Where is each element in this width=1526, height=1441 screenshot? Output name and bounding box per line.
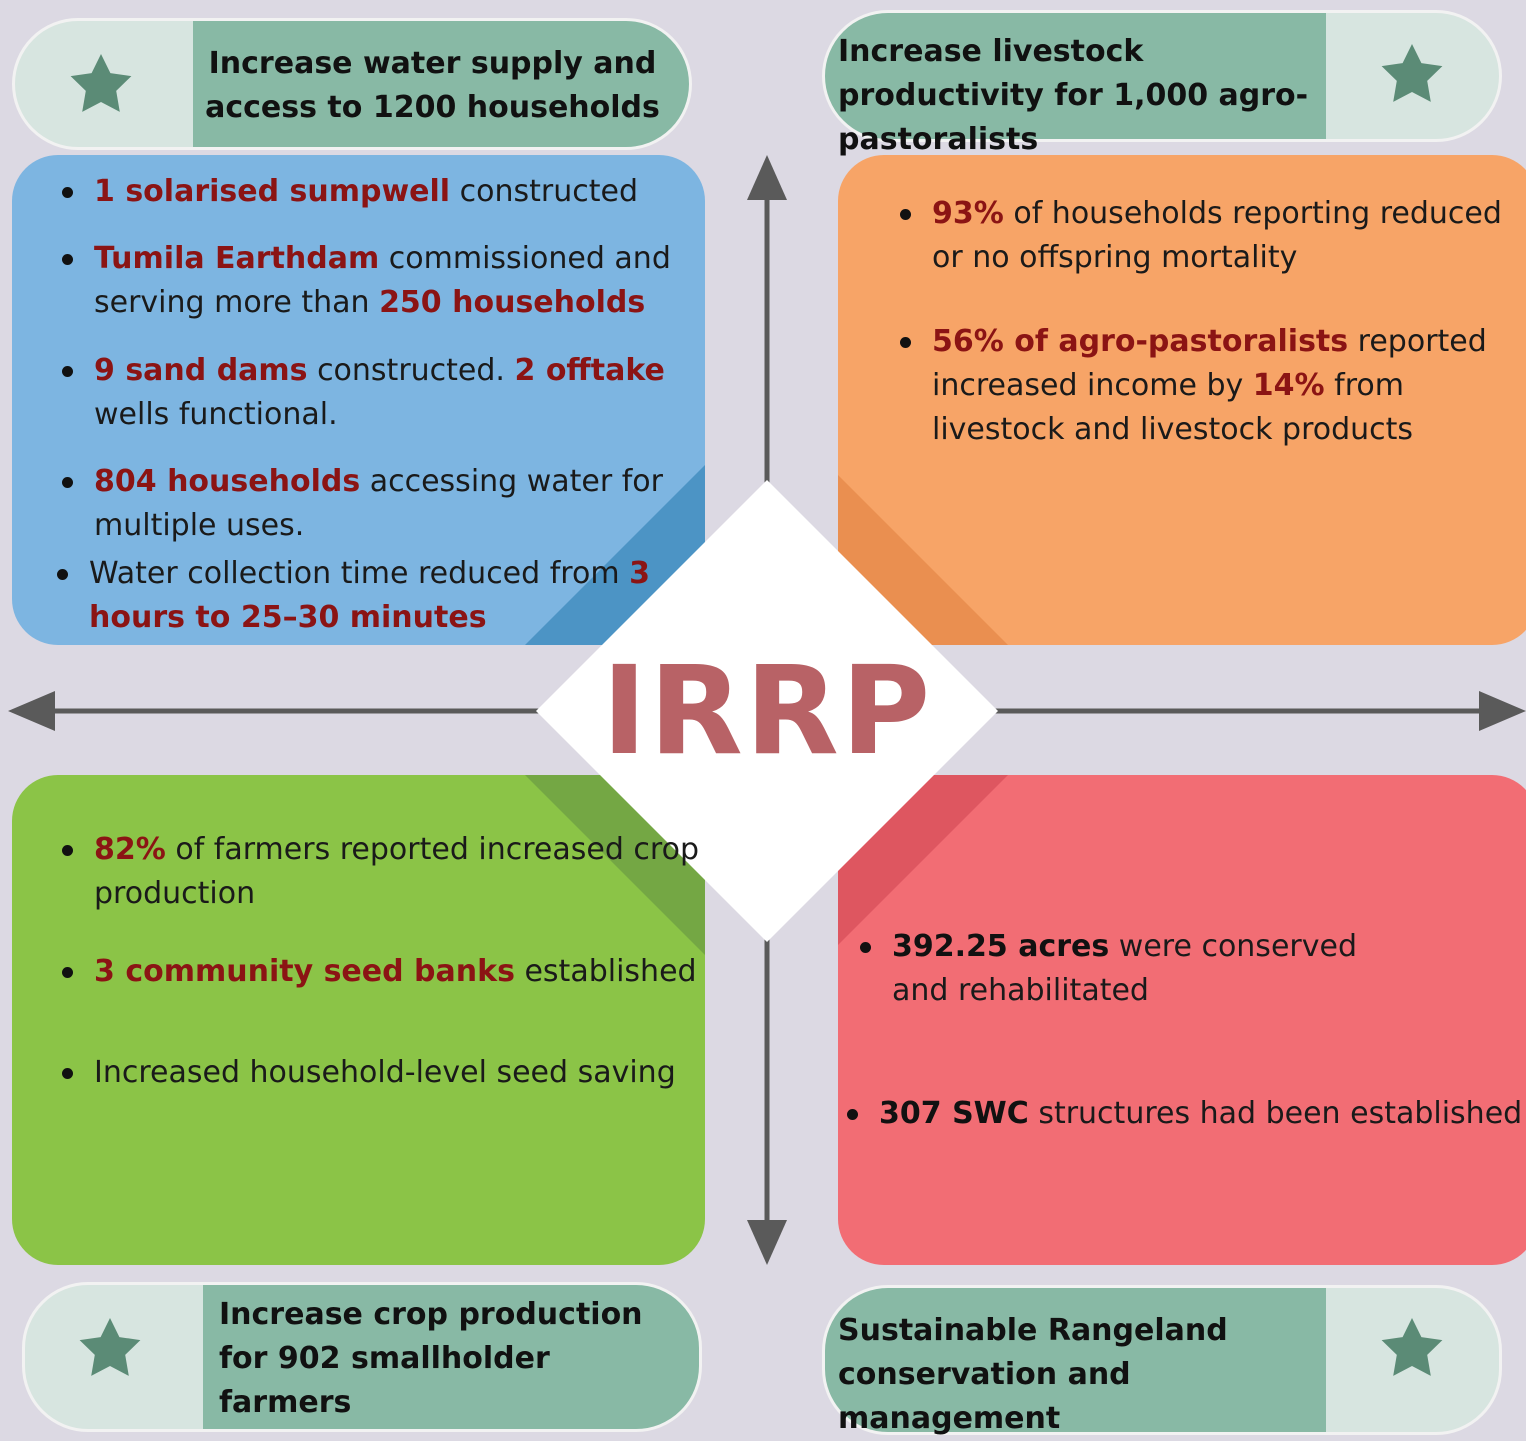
star-icon: [1381, 44, 1443, 102]
crop-box: [12, 775, 705, 1265]
page: IRRP Increase water supply and access to…: [8, 10, 1526, 1436]
result-bullet: 56% of agro-pastoralists reported increa…: [900, 320, 1522, 452]
result-text: established: [514, 954, 697, 989]
rangeland-box: [838, 775, 1526, 1265]
result-text: wells functional.: [94, 397, 338, 432]
goal-title: Increase crop production for 902 smallho…: [219, 1297, 643, 1420]
result-text: accessing water for multiple uses.: [94, 464, 663, 543]
result-bullet: 82% of farmers reported increased crop p…: [62, 828, 704, 916]
highlight-text: 3 hours to 25–30 minutes: [89, 556, 650, 635]
star-icon: [79, 1318, 141, 1376]
highlight-text: 9 sand dams: [94, 353, 308, 388]
highlight-text: 1 solarised sumpwell: [94, 174, 451, 209]
highlight-text: 3 community seed banks: [94, 954, 515, 989]
highlight-text: 2 offtake: [514, 353, 665, 388]
result-text: commissioned and serving more than: [94, 241, 671, 320]
result-bullet: 307 SWC structures had been established: [847, 1092, 1526, 1136]
goal-title: Increase livestock productivity for 1,00…: [838, 34, 1309, 157]
star-icon: [1381, 1318, 1443, 1376]
result-text: of farmers reported increased crop produ…: [94, 832, 699, 911]
highlight-text: 250 households: [379, 285, 646, 320]
center-diamond: [536, 480, 998, 942]
decorations: [8, 44, 1526, 1376]
result-bullet: Water collection time reduced from 3 hou…: [57, 552, 689, 640]
result-bullet: 392.25 acres were conserved and rehabili…: [860, 925, 1422, 1013]
livestock-box: [838, 155, 1526, 645]
result-text: constructed: [450, 174, 638, 209]
highlight-text: 82%: [94, 832, 166, 867]
result-bullet: Tumila Earthdam commissioned and serving…: [62, 237, 694, 325]
result-text: structures had been established: [1028, 1096, 1523, 1131]
result-bullet: 9 sand dams constructed. 2 offtake wells…: [62, 349, 694, 437]
highlight-text: 307 SWC: [879, 1096, 1029, 1131]
result-text: reported increased income by: [932, 324, 1487, 403]
highlight-text: Tumila Earthdam: [94, 241, 380, 276]
highlight-text: 392.25 acres: [892, 929, 1110, 964]
highlight-text: 804 households: [94, 464, 361, 499]
result-text: constructed.: [307, 353, 515, 388]
goal-title: Sustainable Rangeland conservation and m…: [838, 1313, 1228, 1436]
highlight-text: 93%: [932, 196, 1004, 231]
goal-title: Increase water supply and access to 1200…: [205, 46, 660, 125]
result-bullet: 3 community seed banks established: [62, 950, 704, 994]
livestock-goal-pill: [822, 10, 1502, 142]
water-goal-pill: [12, 18, 692, 150]
result-text: from livestock and livestock products: [932, 368, 1414, 447]
result-text: were conserved and rehabilitated: [892, 929, 1357, 1008]
result-text: Increased household-level seed saving: [94, 1055, 676, 1090]
result-bullet: 804 households accessing water for multi…: [62, 460, 694, 548]
center-title: IRRP: [601, 640, 933, 782]
result-bullet: 93% of households reporting reduced or n…: [900, 192, 1522, 280]
star-icon: [70, 54, 132, 112]
result-text: Water collection time reduced from: [89, 556, 630, 591]
result-text: of households reporting reduced or no of…: [932, 196, 1502, 275]
highlight-text: 14%: [1252, 368, 1325, 403]
water-box: [12, 155, 705, 645]
result-bullet: 1 solarised sumpwell constructed: [62, 170, 694, 214]
highlight-text: 56% of agro-pastoralists: [932, 324, 1349, 359]
result-bullet: Increased household-level seed saving: [62, 1051, 704, 1095]
